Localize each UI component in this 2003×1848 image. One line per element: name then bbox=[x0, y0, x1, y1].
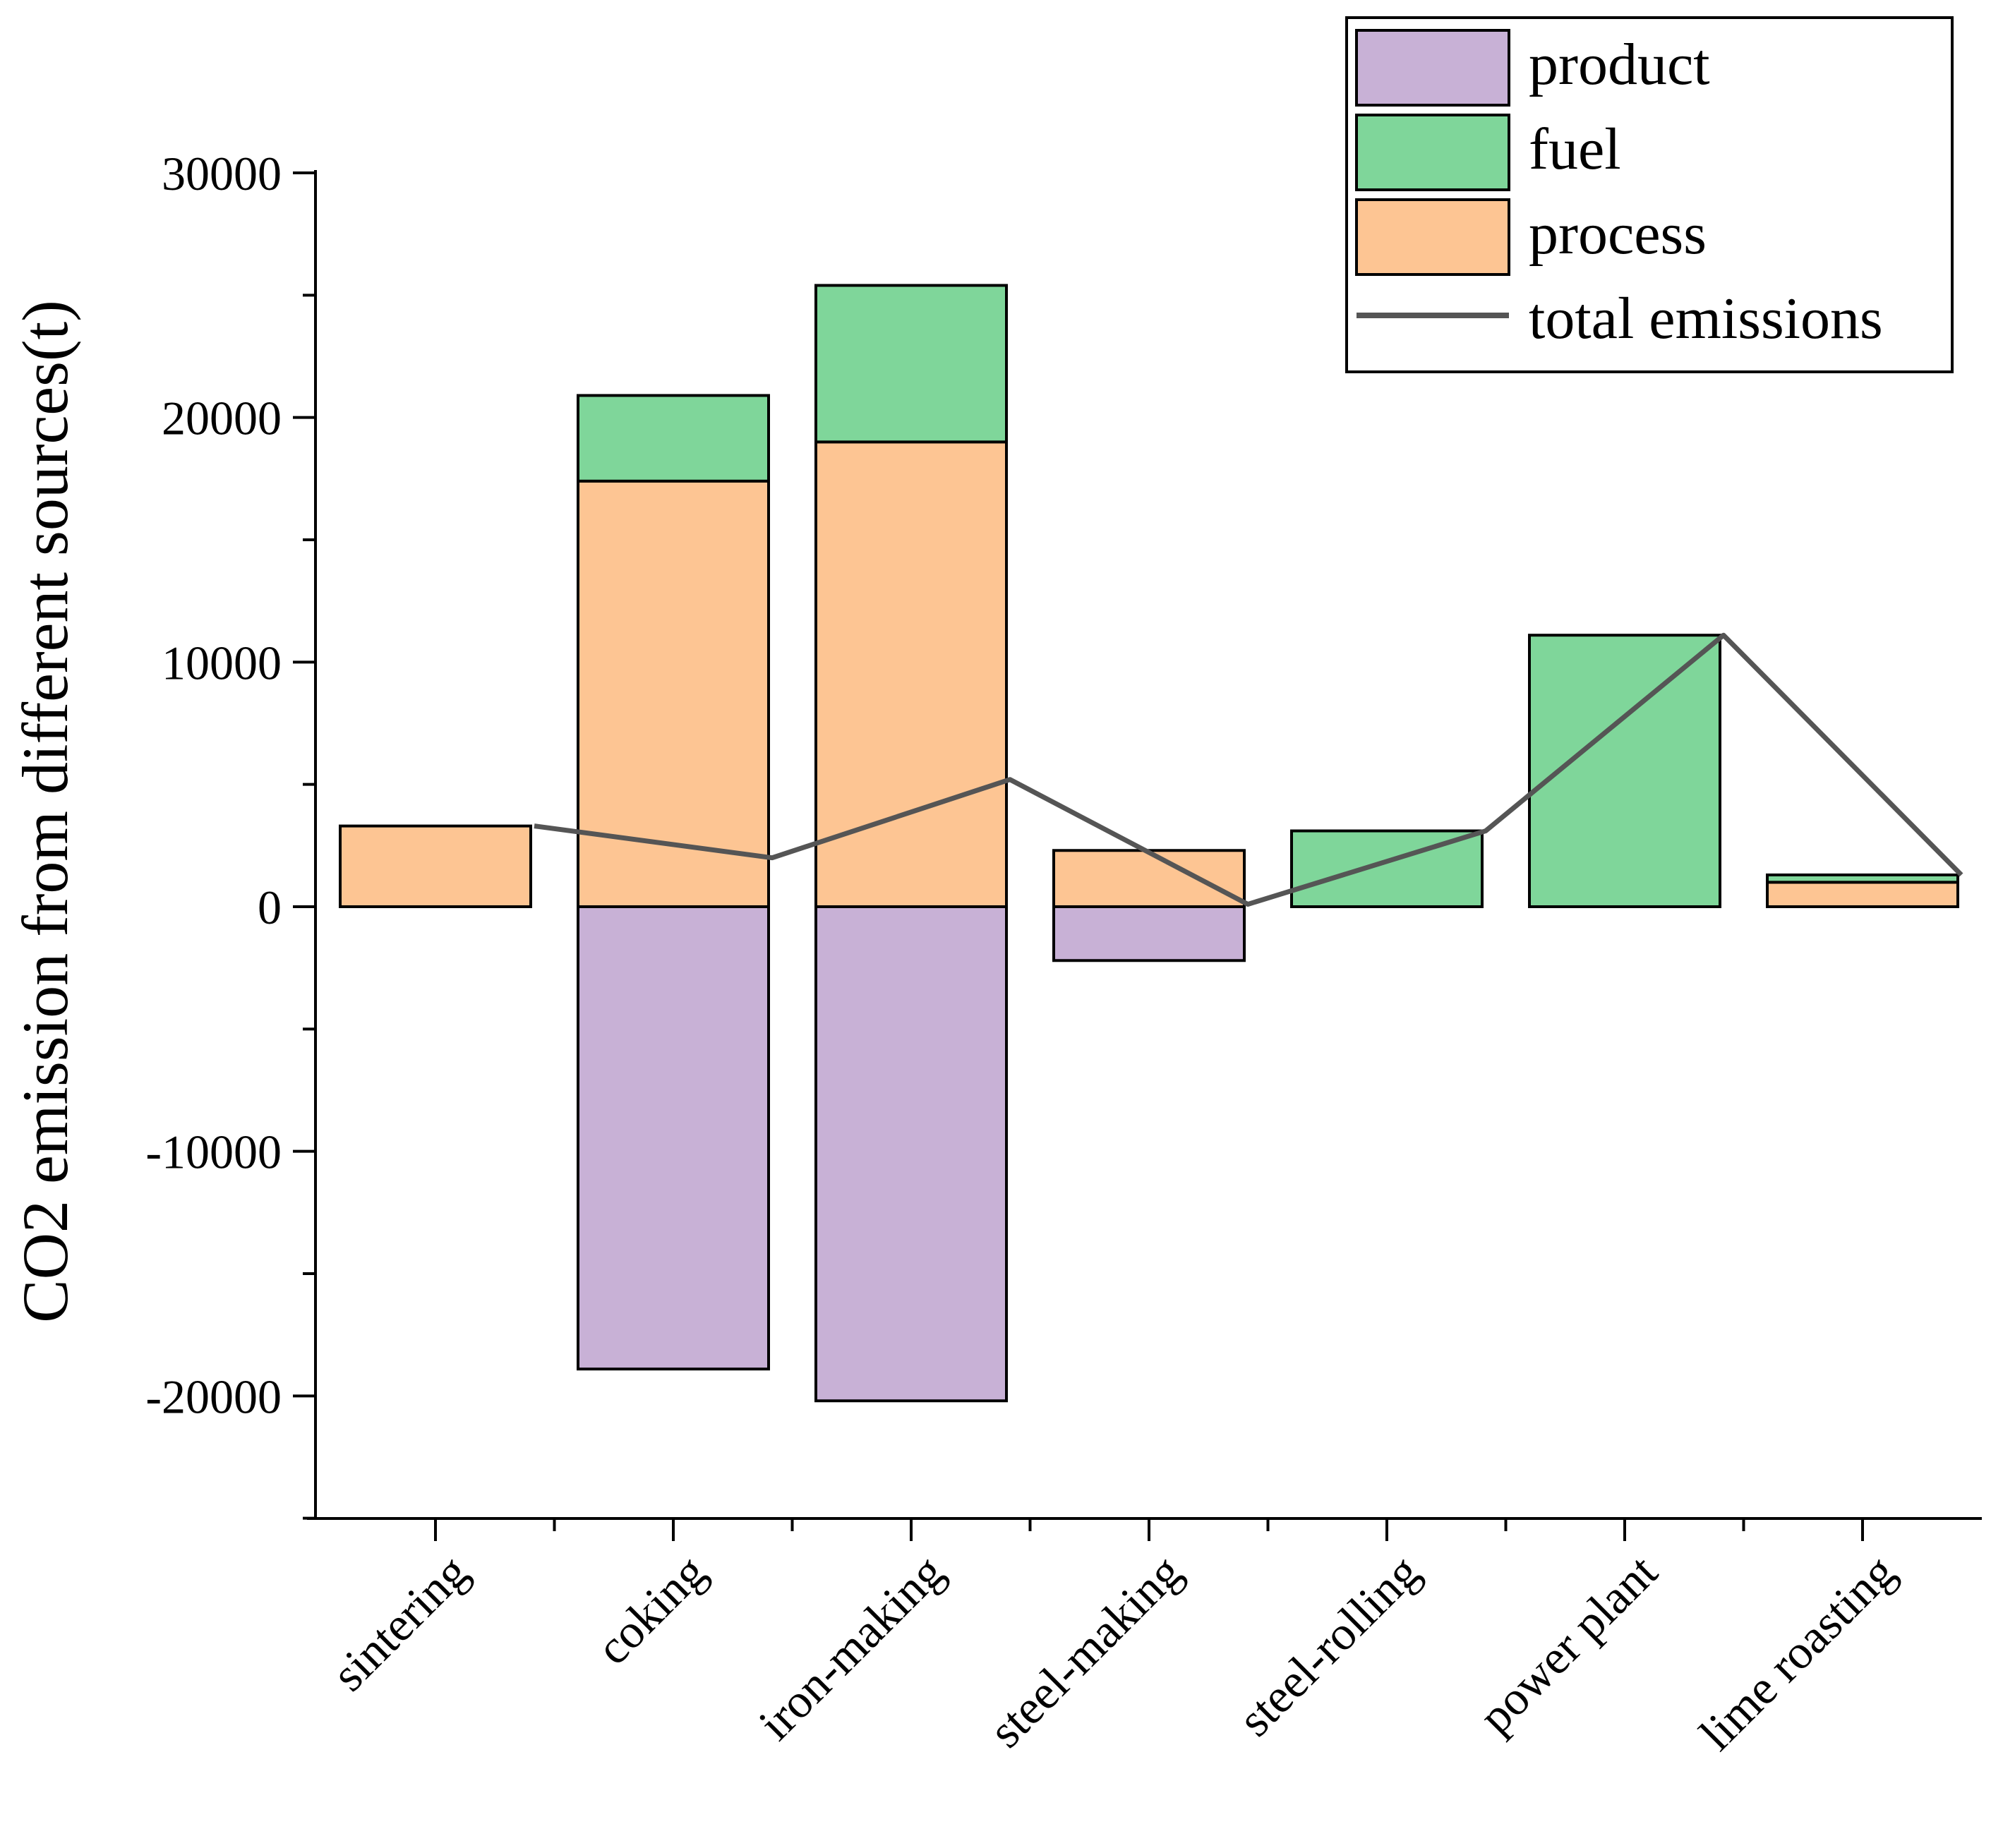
y-tick-label: 0 bbox=[258, 881, 282, 934]
x-tick-label-steel-making: steel-making bbox=[979, 1545, 1192, 1758]
bar-process-lime-roasting bbox=[1766, 881, 1959, 909]
y-tick-label: -10000 bbox=[145, 1125, 282, 1179]
bar-fuel-lime-roasting bbox=[1766, 873, 1959, 884]
legend-swatch-fuel bbox=[1355, 114, 1510, 191]
bar-process-steel-making bbox=[1052, 849, 1246, 909]
total-emissions-line-group bbox=[534, 632, 1963, 907]
bar-process-coking bbox=[577, 479, 770, 908]
x-axis: sintering coking iron-making steel-making st… bbox=[307, 1517, 1982, 1761]
bar-product-iron-making bbox=[814, 905, 1008, 1403]
x-tick-label-power-plant: power plant bbox=[1469, 1545, 1668, 1744]
legend-swatch-product bbox=[1355, 29, 1510, 107]
y-tick-label: -20000 bbox=[145, 1370, 282, 1423]
legend: product fuel process total emissions bbox=[1345, 16, 1954, 373]
legend-label-product: product bbox=[1529, 32, 1710, 97]
legend-label-total-emissions: total emissions bbox=[1529, 286, 1883, 351]
bars bbox=[339, 284, 1959, 1403]
x-tick-label-iron-making: iron-making bbox=[748, 1545, 954, 1750]
bar-fuel-coking bbox=[577, 394, 770, 483]
y-tick-label: 10000 bbox=[162, 636, 282, 689]
legend-label-fuel: fuel bbox=[1529, 116, 1621, 182]
y-tick-label: 30000 bbox=[162, 147, 282, 200]
y-axis-title: CO2 emission from different sources(t) bbox=[9, 300, 81, 1323]
bar-process-iron-making bbox=[814, 440, 1008, 908]
bar-product-steel-making bbox=[1052, 905, 1246, 962]
bar-product-coking bbox=[577, 905, 770, 1371]
x-tick-label-sintering: sintering bbox=[322, 1545, 479, 1701]
bar-process-sintering bbox=[339, 824, 532, 908]
x-tick-label-steel-rolling: steel-rolling bbox=[1228, 1545, 1430, 1746]
x-tick-label-lime-roasting: lime roasting bbox=[1689, 1545, 1905, 1761]
legend-swatch-process bbox=[1355, 198, 1510, 276]
y-axis: 30000 20000 10000 0 -10000 -20000 bbox=[145, 147, 317, 1520]
legend-label-process: process bbox=[1529, 201, 1707, 267]
x-tick-label-coking: coking bbox=[586, 1545, 716, 1675]
bar-fuel-iron-making bbox=[814, 284, 1008, 444]
y-tick-label: 20000 bbox=[162, 392, 282, 445]
